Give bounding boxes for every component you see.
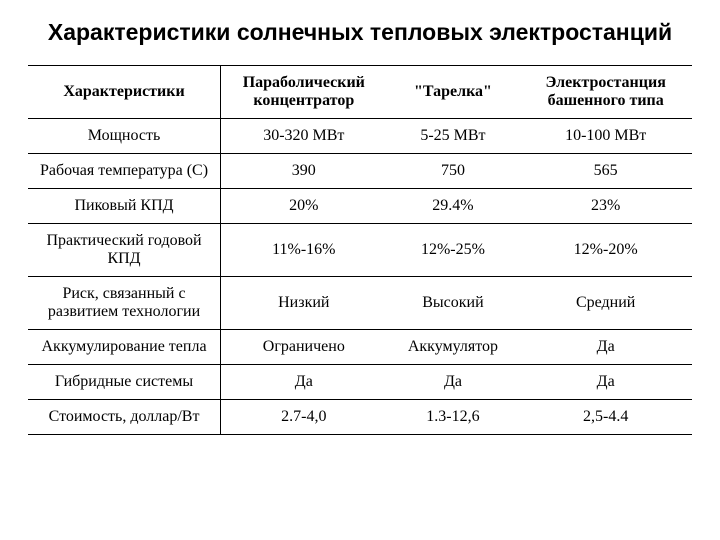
- cell: Средний: [519, 276, 692, 329]
- cell: 2,5-4.4: [519, 399, 692, 434]
- table-row: Практический годовой КПД 11%-16% 12%-25%…: [28, 223, 692, 276]
- row-label: Рабочая температура (С): [28, 153, 221, 188]
- cell: 565: [519, 153, 692, 188]
- cell: 30-320 МВт: [221, 118, 387, 153]
- cell: 2.7-4,0: [221, 399, 387, 434]
- table-row: Аккумулирование тепла Ограничено Аккумул…: [28, 329, 692, 364]
- row-label: Гибридные системы: [28, 364, 221, 399]
- table-row: Рабочая температура (С) 390 750 565: [28, 153, 692, 188]
- row-label: Пиковый КПД: [28, 188, 221, 223]
- cell: Высокий: [387, 276, 520, 329]
- row-label: Мощность: [28, 118, 221, 153]
- table-row: Пиковый КПД 20% 29.4% 23%: [28, 188, 692, 223]
- col-header-parabolic: Параболический концентратор: [221, 65, 387, 118]
- cell: Да: [519, 364, 692, 399]
- table-row: Стоимость, доллар/Вт 2.7-4,0 1.3-12,6 2,…: [28, 399, 692, 434]
- table-header-row: Характеристики Параболический концентрат…: [28, 65, 692, 118]
- col-header-characteristics: Характеристики: [28, 65, 221, 118]
- row-label: Аккумулирование тепла: [28, 329, 221, 364]
- cell: Ограничено: [221, 329, 387, 364]
- col-header-dish: "Тарелка": [387, 65, 520, 118]
- cell: Низкий: [221, 276, 387, 329]
- row-label: Практический годовой КПД: [28, 223, 221, 276]
- cell: 10-100 МВт: [519, 118, 692, 153]
- table-row: Риск, связанный с развитием технологии Н…: [28, 276, 692, 329]
- cell: 750: [387, 153, 520, 188]
- cell: Да: [387, 364, 520, 399]
- cell: Аккумулятор: [387, 329, 520, 364]
- table-row: Мощность 30-320 МВт 5-25 МВт 10-100 МВт: [28, 118, 692, 153]
- page: Характеристики солнечных тепловых электр…: [0, 0, 720, 540]
- table-row: Гибридные системы Да Да Да: [28, 364, 692, 399]
- cell: Да: [519, 329, 692, 364]
- cell: 29.4%: [387, 188, 520, 223]
- cell: 390: [221, 153, 387, 188]
- cell: 11%-16%: [221, 223, 387, 276]
- cell: 12%-20%: [519, 223, 692, 276]
- cell: 23%: [519, 188, 692, 223]
- row-label: Риск, связанный с развитием технологии: [28, 276, 221, 329]
- cell: Да: [221, 364, 387, 399]
- col-header-tower: Электростанция башенного типа: [519, 65, 692, 118]
- cell: 20%: [221, 188, 387, 223]
- characteristics-table: Характеристики Параболический концентрат…: [28, 65, 692, 435]
- cell: 1.3-12,6: [387, 399, 520, 434]
- row-label: Стоимость, доллар/Вт: [28, 399, 221, 434]
- page-title: Характеристики солнечных тепловых электр…: [28, 18, 692, 47]
- cell: 5-25 МВт: [387, 118, 520, 153]
- cell: 12%-25%: [387, 223, 520, 276]
